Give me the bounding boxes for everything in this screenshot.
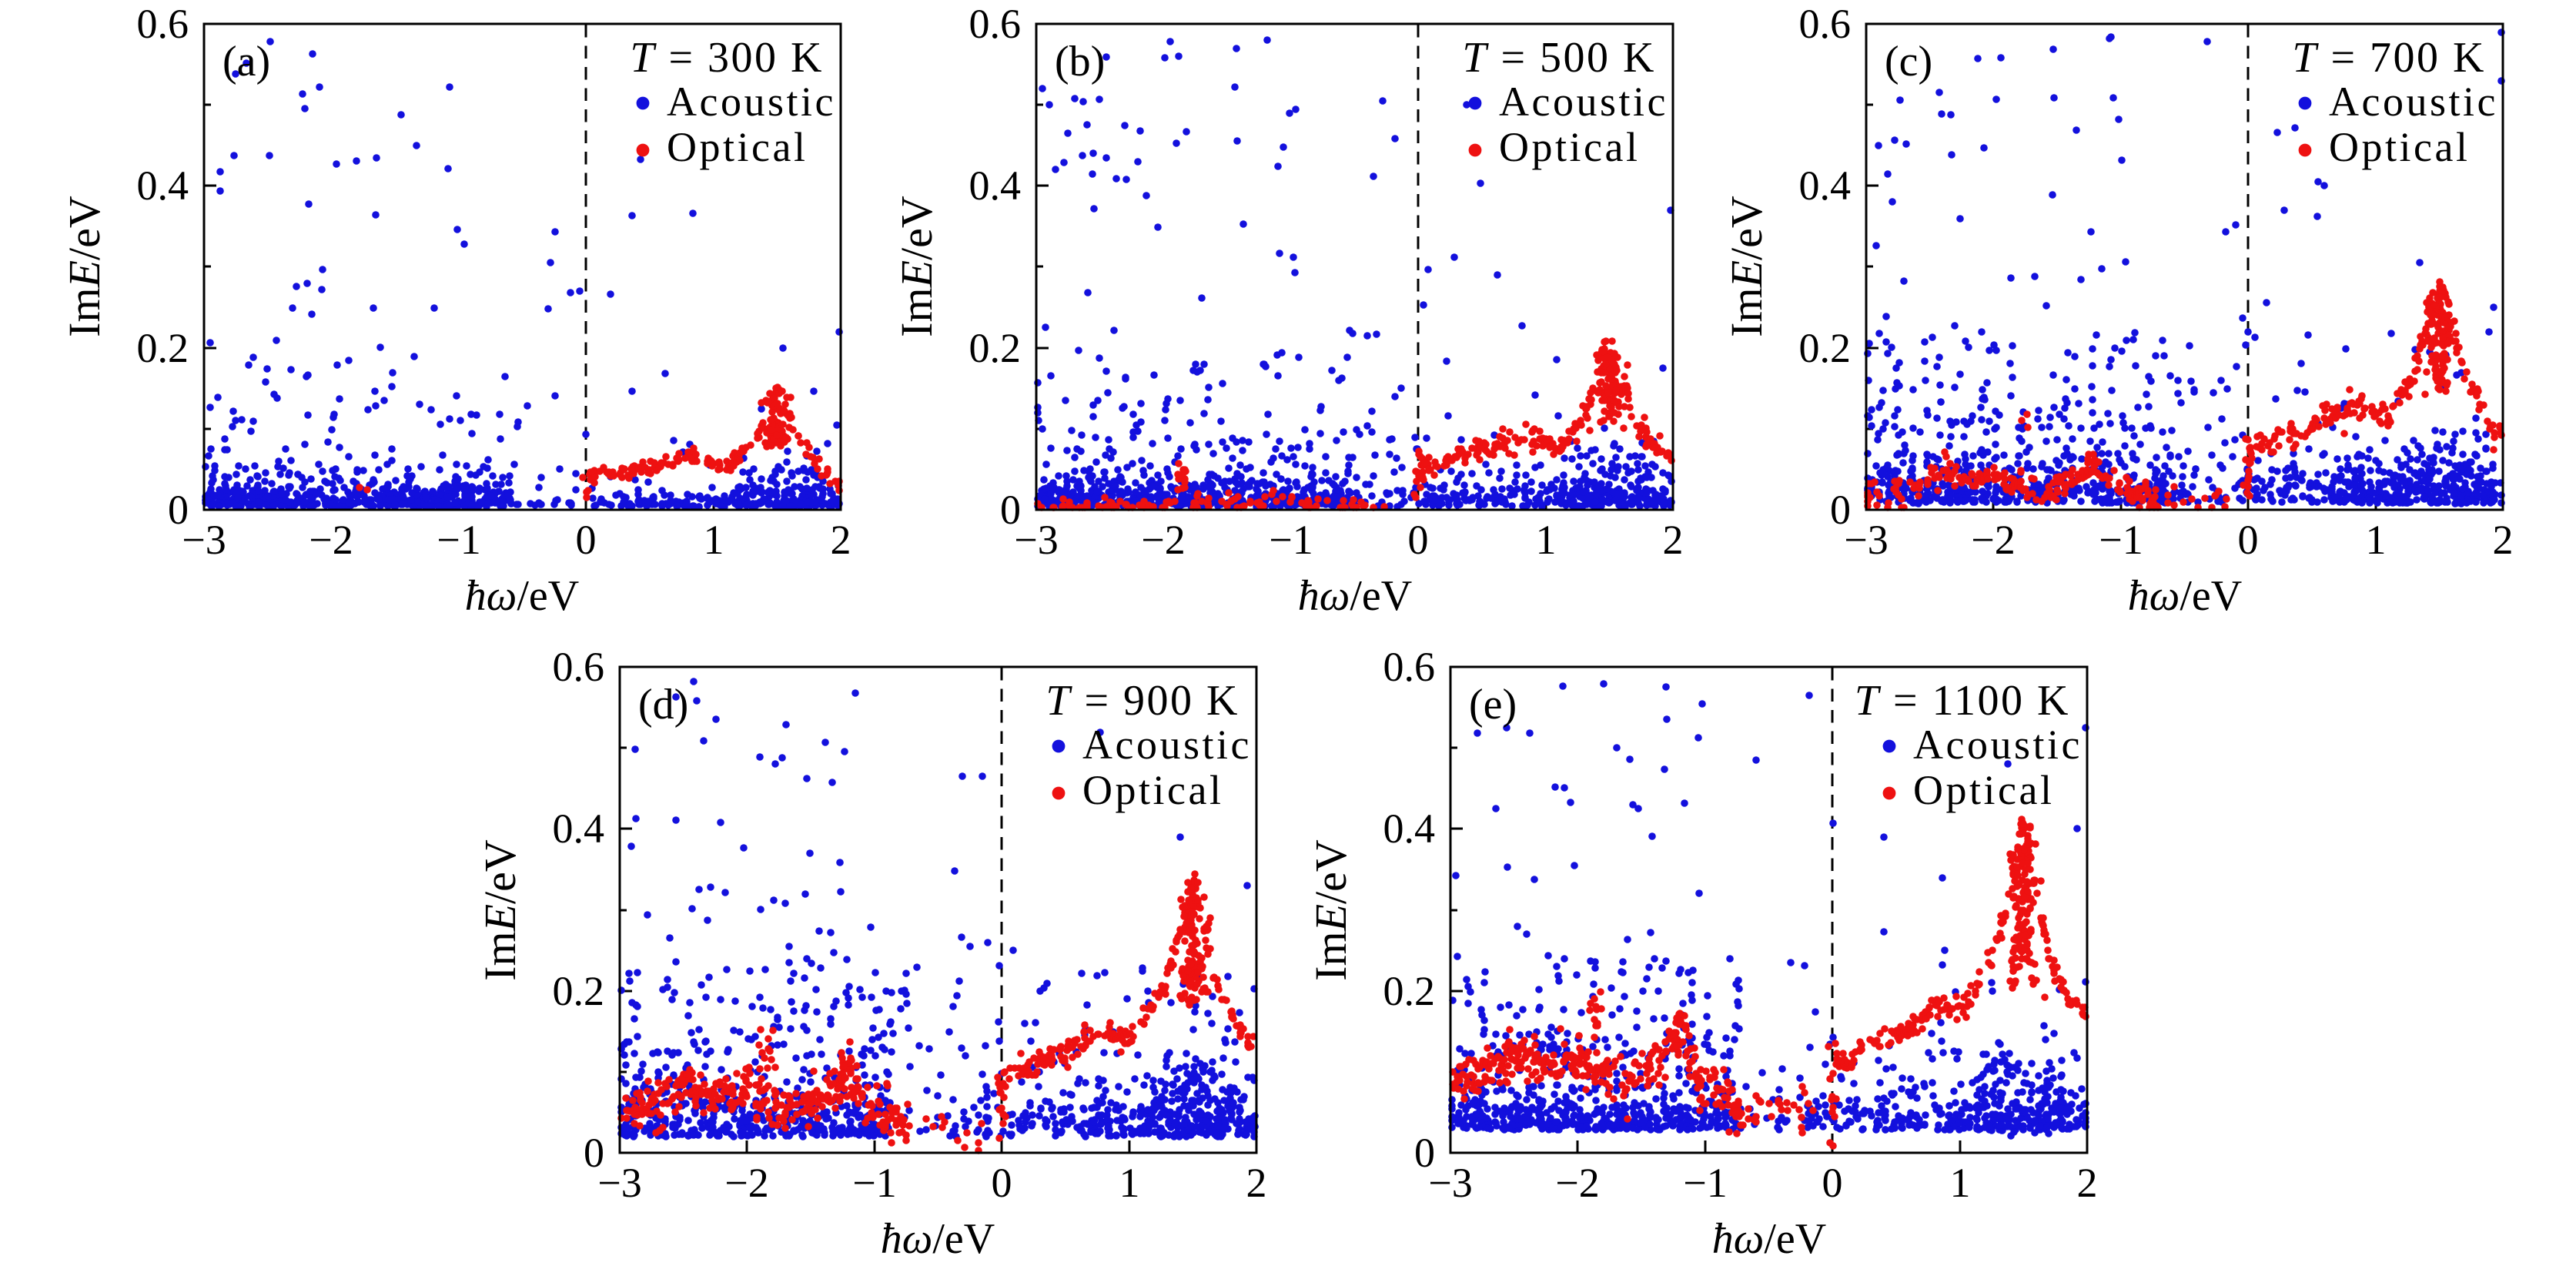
svg-text:0.2: 0.2 xyxy=(969,325,1022,371)
svg-text:ħω/eV: ħω/eV xyxy=(1298,572,1412,620)
svg-text:ħω/eV: ħω/eV xyxy=(2128,572,2242,620)
svg-text:−2: −2 xyxy=(309,517,353,563)
svg-text:2: 2 xyxy=(831,517,851,563)
svg-text:Acoustic: Acoustic xyxy=(1499,79,1668,125)
svg-text:Acoustic: Acoustic xyxy=(667,79,836,125)
svg-text:T = 300 K: T = 300 K xyxy=(630,34,824,82)
svg-text:−1: −1 xyxy=(1269,517,1313,563)
svg-text:Acoustic: Acoustic xyxy=(2329,79,2498,125)
svg-text:−3: −3 xyxy=(1014,517,1058,563)
svg-text:0.6: 0.6 xyxy=(137,1,189,47)
svg-text:(c): (c) xyxy=(1885,38,1932,85)
svg-text:−2: −2 xyxy=(1971,517,2015,563)
svg-text:ImE/eV: ImE/eV xyxy=(892,196,942,337)
svg-text:−3: −3 xyxy=(1844,517,1888,563)
svg-text:(b): (b) xyxy=(1055,38,1105,85)
svg-text:0.2: 0.2 xyxy=(137,325,189,371)
svg-text:1: 1 xyxy=(704,517,724,563)
svg-text:2: 2 xyxy=(1663,517,1684,563)
svg-text:−1: −1 xyxy=(437,517,480,563)
svg-text:0: 0 xyxy=(576,517,597,563)
svg-text:1: 1 xyxy=(1536,517,1557,563)
svg-text:0.4: 0.4 xyxy=(137,162,189,209)
svg-text:−3: −3 xyxy=(182,517,226,563)
svg-text:Optical: Optical xyxy=(2329,124,2470,170)
svg-text:−1: −1 xyxy=(2099,517,2143,563)
svg-text:1: 1 xyxy=(2366,517,2387,563)
svg-text:0.4: 0.4 xyxy=(969,162,1022,209)
svg-text:Optical: Optical xyxy=(667,124,808,170)
svg-text:Optical: Optical xyxy=(1499,124,1640,170)
svg-text:T = 500 K: T = 500 K xyxy=(1462,34,1656,82)
svg-text:(a): (a) xyxy=(222,38,270,85)
svg-text:−2: −2 xyxy=(1141,517,1185,563)
svg-text:0: 0 xyxy=(2238,517,2259,563)
svg-text:2: 2 xyxy=(2493,517,2514,563)
svg-text:0.6: 0.6 xyxy=(1799,1,1852,47)
svg-text:ImE/eV: ImE/eV xyxy=(59,196,109,337)
svg-text:T = 700 K: T = 700 K xyxy=(2292,34,2486,82)
svg-text:ImE/eV: ImE/eV xyxy=(1721,196,1771,337)
svg-text:0: 0 xyxy=(168,487,189,533)
svg-text:0.6: 0.6 xyxy=(969,1,1022,47)
svg-text:ħω/eV: ħω/eV xyxy=(465,572,579,620)
svg-text:0.2: 0.2 xyxy=(1799,325,1852,371)
svg-text:0: 0 xyxy=(1408,517,1429,563)
svg-text:0.4: 0.4 xyxy=(1799,162,1852,209)
